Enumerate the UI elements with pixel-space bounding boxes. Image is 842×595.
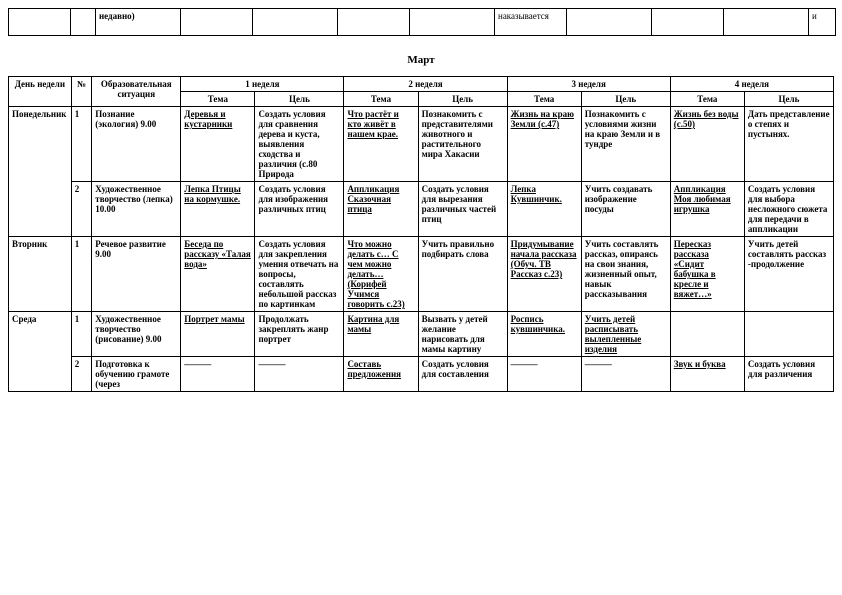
month-title: Март: [8, 54, 834, 66]
theme-cell: Пересказ рассказа «Сидит бабушка в кресл…: [670, 237, 744, 312]
goal-cell: Учить составлять рассказ, опираясь на св…: [581, 237, 670, 312]
header-week3: 3 неделя: [507, 77, 670, 92]
goal-cell: Создать условия для выбора несложного сю…: [744, 182, 833, 237]
table-row: 2 Подготовка к обучению грамоте (через —…: [9, 357, 834, 392]
situation-cell: Художественное творчество (рисование) 9.…: [92, 312, 181, 357]
theme-cell: Лепка Птицы на кормушке.: [181, 182, 255, 237]
header-goal: Цель: [418, 92, 507, 107]
header-num: №: [71, 77, 92, 107]
goal-cell: ———: [255, 357, 344, 392]
situation-cell: Познание (экология) 9.00: [92, 107, 181, 182]
theme-cell: Звук и буква: [670, 357, 744, 392]
table-row: Среда 1 Художественное творчество (рисов…: [9, 312, 834, 357]
top-cell: [567, 9, 652, 36]
header-day: День недели: [9, 77, 72, 107]
theme-cell: Беседа по рассказу «Талая вода»: [181, 237, 255, 312]
top-cell: [724, 9, 809, 36]
theme-cell: Портрет мамы: [181, 312, 255, 357]
theme-cell: ———: [181, 357, 255, 392]
header-goal: Цель: [255, 92, 344, 107]
goal-cell: Создать условия для вырезания различных …: [418, 182, 507, 237]
num-cell: 2: [71, 357, 92, 392]
header-goal: Цель: [744, 92, 833, 107]
num-cell: 1: [71, 312, 92, 357]
header-week4: 4 неделя: [670, 77, 833, 92]
goal-cell: Учить создавать изображение посуды: [581, 182, 670, 237]
theme-cell: Аппликация Сказочная птица: [344, 182, 418, 237]
header-week2: 2 неделя: [344, 77, 507, 92]
header-theme: Тема: [670, 92, 744, 107]
goal-cell: Создать условия для закрепления умения о…: [255, 237, 344, 312]
goal-cell: Учить детей расписывать вылепленные изде…: [581, 312, 670, 357]
theme-cell: Составь предложения: [344, 357, 418, 392]
goal-cell: Вызвать у детей желание нарисовать для м…: [418, 312, 507, 357]
top-fragment-table: недавно) наказывается и: [8, 8, 836, 36]
theme-cell: Картина для мамы: [344, 312, 418, 357]
num-cell: 1: [71, 107, 92, 182]
goal-cell: Учить детей составлять рассказ -продолже…: [744, 237, 833, 312]
header-theme: Тема: [507, 92, 581, 107]
top-cell: наказывается: [495, 9, 567, 36]
goal-cell: Познакомить с условиями жизни на краю Зе…: [581, 107, 670, 182]
top-cell: [253, 9, 338, 36]
top-cell: недавно): [96, 9, 181, 36]
main-schedule-table: День недели № Образовательная ситуация 1…: [8, 76, 834, 392]
day-cell: Вторник: [9, 237, 72, 312]
goal-cell: Учить правильно подбирать слова: [418, 237, 507, 312]
header-theme: Тема: [181, 92, 255, 107]
header-theme: Тема: [344, 92, 418, 107]
theme-cell: Что можно делать с… С чем можно делать… …: [344, 237, 418, 312]
num-cell: 1: [71, 237, 92, 312]
goal-cell: Продолжать закреплять жанр портрет: [255, 312, 344, 357]
day-cell: Среда: [9, 312, 72, 392]
top-cell: [338, 9, 410, 36]
top-cell: [181, 9, 253, 36]
num-cell: 2: [71, 182, 92, 237]
situation-cell: Подготовка к обучению грамоте (через: [92, 357, 181, 392]
theme-cell: Деревья и кустарники: [181, 107, 255, 182]
goal-cell: Познакомить с представителями животного …: [418, 107, 507, 182]
theme-cell: Роспись кувшинчика.: [507, 312, 581, 357]
situation-cell: Художественное творчество (лепка) 10.00: [92, 182, 181, 237]
top-cell: [9, 9, 71, 36]
goal-cell: [744, 312, 833, 357]
header-week1: 1 неделя: [181, 77, 344, 92]
goal-cell: Создать условия для составления: [418, 357, 507, 392]
day-cell: Понедельник: [9, 107, 72, 237]
theme-cell: Жизнь на краю Земли (с.47): [507, 107, 581, 182]
theme-cell: Придумывание начала рассказа (Обуч. ТВ Р…: [507, 237, 581, 312]
theme-cell: Что растёт и кто живёт в нашем крае.: [344, 107, 418, 182]
header-situation: Образовательная ситуация: [92, 77, 181, 107]
situation-cell: Речевое развитие 9.00: [92, 237, 181, 312]
header-goal: Цель: [581, 92, 670, 107]
top-cell: и: [809, 9, 836, 36]
goal-cell: Создать условия для различения: [744, 357, 833, 392]
top-cell: [410, 9, 495, 36]
theme-cell: Жизнь без воды (с.50): [670, 107, 744, 182]
theme-cell: Аппликация Моя любимая игрушка: [670, 182, 744, 237]
goal-cell: Создать условия для изображения различны…: [255, 182, 344, 237]
theme-cell: Лепка Кувшинчик.: [507, 182, 581, 237]
theme-cell: ———: [507, 357, 581, 392]
top-cell: [71, 9, 96, 36]
goal-cell: Создать условия для сравнения дерева и к…: [255, 107, 344, 182]
table-row: 2 Художественное творчество (лепка) 10.0…: [9, 182, 834, 237]
goal-cell: ———: [581, 357, 670, 392]
table-row: Вторник 1 Речевое развитие 9.00 Беседа п…: [9, 237, 834, 312]
table-row: Понедельник 1 Познание (экология) 9.00 Д…: [9, 107, 834, 182]
theme-cell: [670, 312, 744, 357]
goal-cell: Дать представление о степях и пустынях.: [744, 107, 833, 182]
top-cell: [652, 9, 724, 36]
